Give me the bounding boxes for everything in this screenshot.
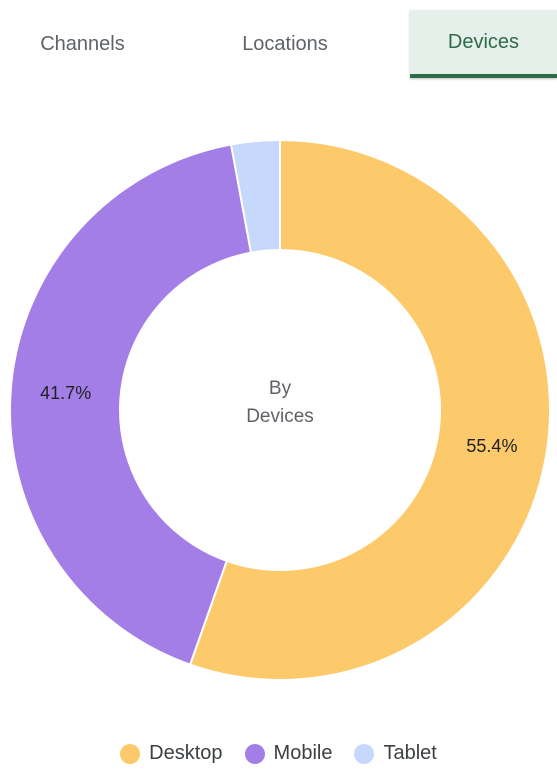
legend-item-desktop[interactable]: Desktop — [120, 742, 223, 765]
donut-chart — [9, 138, 551, 681]
legend-item-mobile[interactable]: Mobile — [244, 742, 333, 765]
legend-swatch-mobile — [244, 743, 265, 764]
legend-item-tablet[interactable]: Tablet — [354, 742, 437, 765]
center-label-line-1: By — [268, 378, 292, 399]
center-label-line-2: Devices — [246, 406, 314, 427]
legend-swatch-tablet — [354, 743, 375, 764]
legend-swatch-desktop — [120, 743, 141, 764]
tab-devices[interactable]: Devices — [410, 10, 557, 78]
slice-mobile[interactable] — [9, 143, 253, 666]
slice-label-mobile: 41.7% — [40, 382, 92, 403]
slice-tablet[interactable] — [229, 138, 281, 254]
tab-locations[interactable]: Locations — [242, 32, 328, 55]
slice-desktop[interactable] — [188, 138, 551, 681]
chart-legend: Desktop Mobile Tablet — [0, 742, 557, 765]
legend-label-desktop: Desktop — [149, 742, 223, 764]
tab-bar: Channels Locations Devices — [0, 0, 557, 80]
legend-label-mobile: Mobile — [273, 742, 333, 764]
legend-label-tablet: Tablet — [383, 742, 437, 764]
slice-label-desktop: 55.4% — [466, 435, 518, 456]
tab-channels[interactable]: Channels — [40, 32, 125, 55]
